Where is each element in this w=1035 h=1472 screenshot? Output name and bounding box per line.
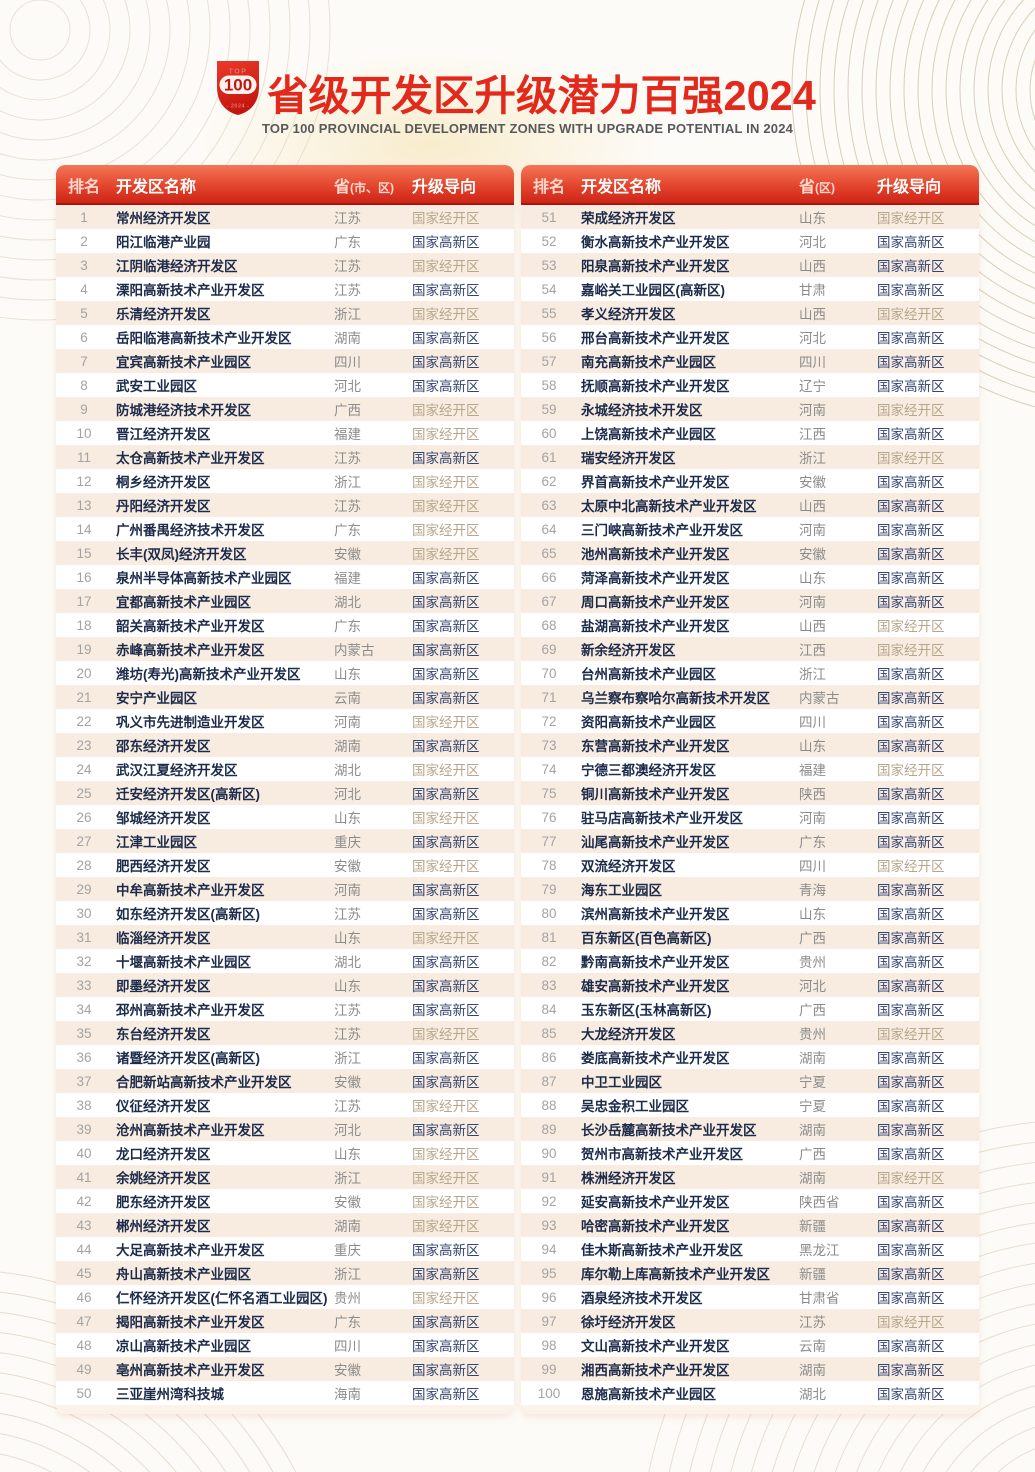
svg-text:TOP: TOP [229,69,248,76]
svg-text:- 2024 -: - 2024 - [227,104,250,110]
svg-text:100: 100 [224,76,252,95]
